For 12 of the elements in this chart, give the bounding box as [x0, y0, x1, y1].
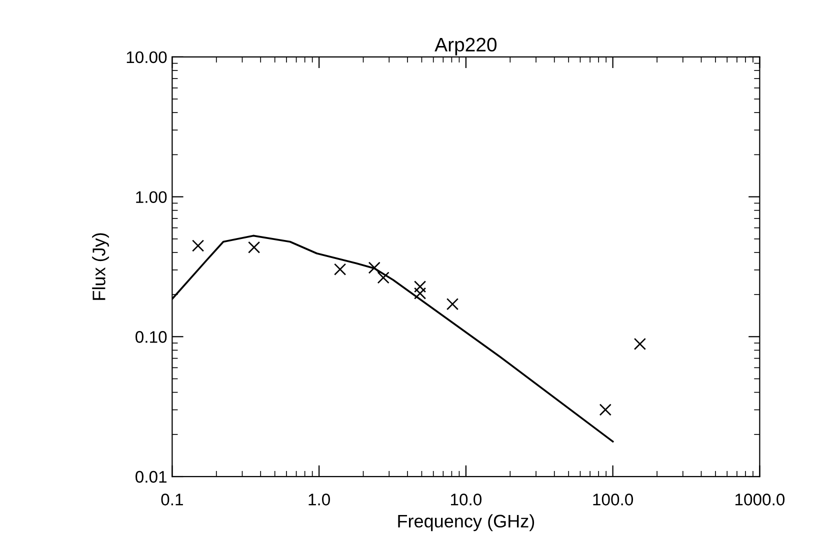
x-tick-label: 1.0 [308, 494, 330, 506]
x-axis-title: Frequency (GHz) [398, 514, 534, 532]
x-tick-label: 0.1 [161, 494, 183, 506]
y-tick-label: 1.00 [136, 191, 167, 203]
chart-title: Arp220 [434, 38, 497, 56]
x-tick-label: 10.0 [450, 494, 482, 506]
y-tick-label: 10.00 [126, 51, 167, 64]
y-axis-title: Flux (Jy) [92, 233, 109, 300]
y-tick-label: 0.10 [136, 331, 167, 343]
x-tick-label: 100.0 [593, 494, 634, 506]
x-tick-label: 1000.0 [735, 494, 785, 506]
y-tick-label: 0.01 [136, 470, 167, 483]
